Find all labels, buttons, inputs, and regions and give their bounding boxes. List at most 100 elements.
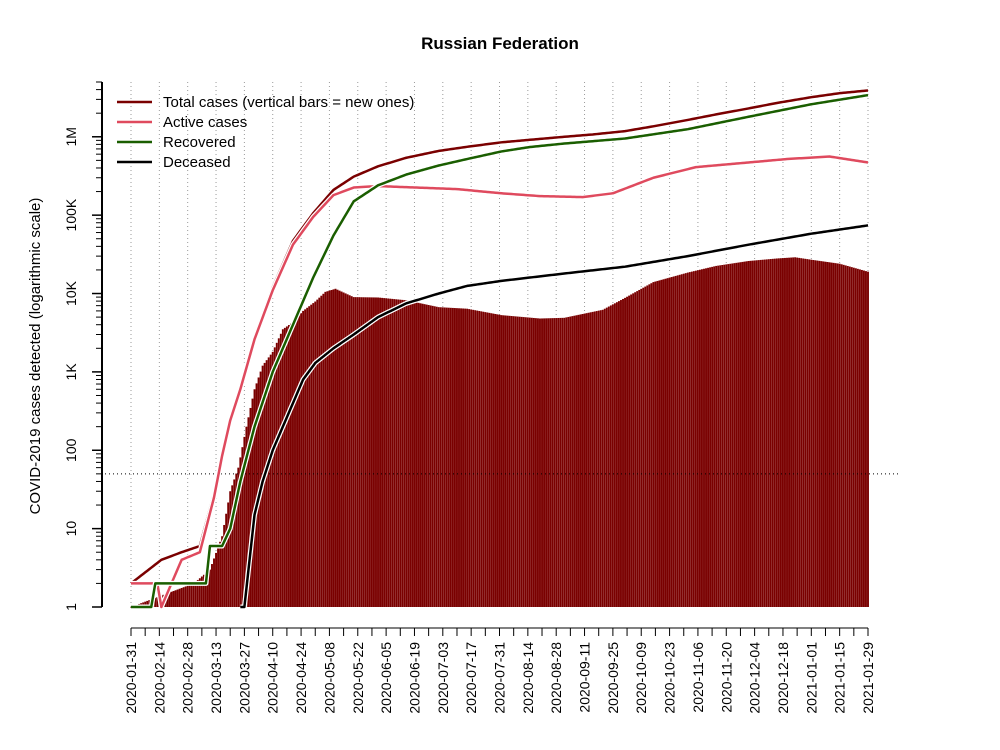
x-tick-label: 2020-06-05 [378,642,394,714]
bar [462,308,465,607]
x-tick-label: 2021-01-01 [803,642,819,714]
bar [648,284,651,607]
bar [858,269,861,607]
bar [634,292,637,607]
bar [399,299,402,607]
bar [490,313,493,607]
bar [520,316,523,607]
bar [285,326,288,607]
bar [338,290,341,607]
x-tick-label: 2020-11-06 [690,642,706,713]
bar [419,303,422,607]
bar [741,261,744,607]
bar [373,297,375,607]
bar [820,261,823,607]
bar [464,308,467,607]
bar [385,298,388,607]
bar [753,260,756,607]
legend-label: Total cases (vertical bars = new ones) [163,94,414,111]
bar [506,315,509,607]
bar [500,315,503,607]
bar [219,541,222,607]
bar [672,276,675,607]
bar [703,268,705,607]
bar [271,351,274,607]
bar [342,292,345,607]
bar [508,315,511,607]
bar [573,315,576,607]
bar [814,260,817,607]
bar [743,261,746,607]
bar [715,265,718,607]
bar [549,318,552,607]
bar [860,269,863,607]
bar [389,298,392,607]
bar [209,569,211,607]
bar [332,289,335,607]
x-tick-label: 2020-06-19 [407,642,423,714]
bar [375,297,377,607]
bar [176,589,179,607]
bar [816,260,819,607]
bar [591,311,594,607]
bar [804,258,807,607]
bar [818,260,821,607]
bar [852,267,855,607]
bar [494,313,497,607]
bar [186,585,189,607]
bar [757,260,760,607]
bar [662,279,665,607]
bar [458,308,460,607]
deceased-line [240,224,869,609]
bar [834,263,837,607]
bar [215,552,217,607]
bar [854,268,857,607]
bar [775,258,778,607]
bar [346,294,349,607]
bar [581,314,584,607]
bar [684,273,687,607]
bar [561,317,564,607]
x-tick-label: 2020-03-27 [236,642,252,714]
bar [688,272,691,607]
x-tick-label: 2021-01-29 [860,642,876,714]
bar [755,260,758,607]
bar [636,291,639,607]
x-tick-label: 2020-12-04 [747,642,763,714]
bar [794,257,797,607]
bar [476,310,479,607]
bar [696,270,699,607]
bar [690,271,693,607]
bar [842,264,845,607]
y-axis: 1 10 100 1K 10K 100K 1M [63,81,103,611]
bar [273,347,276,607]
bar [172,591,175,607]
bar [848,266,851,607]
bar [565,317,568,607]
bar [838,263,841,607]
bar [786,257,788,607]
bar [514,316,517,607]
bar [360,297,363,607]
bar [431,305,434,607]
bar [729,263,732,607]
bar [735,262,738,607]
bar [350,296,353,607]
bar [411,301,414,607]
legend-label: Deceased [163,154,231,171]
bar [761,259,764,607]
bar [618,301,620,607]
bar [579,314,582,607]
x-tick-label: 2020-07-17 [463,642,479,714]
series-lines [129,87,869,610]
bar [451,307,454,607]
bar [830,262,833,607]
x-tick-label: 2020-05-08 [321,642,337,714]
bar [516,316,519,607]
bar [472,309,475,607]
bar [846,265,849,607]
bar [439,307,442,607]
bar [678,274,681,607]
bar [769,259,772,607]
